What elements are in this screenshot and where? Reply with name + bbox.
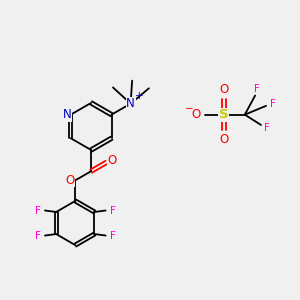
Text: F: F (35, 206, 41, 215)
Text: F: F (254, 84, 260, 94)
Text: O: O (65, 174, 75, 187)
Text: F: F (35, 230, 41, 241)
Text: O: O (219, 133, 228, 146)
Text: N: N (126, 97, 135, 110)
Text: N: N (63, 108, 72, 121)
Text: F: F (110, 230, 116, 241)
Text: O: O (219, 83, 228, 96)
Text: S: S (219, 108, 228, 121)
Text: O: O (107, 154, 116, 167)
Text: −: − (185, 104, 194, 114)
Text: F: F (264, 123, 270, 133)
Text: F: F (110, 206, 116, 215)
Text: F: F (270, 99, 275, 110)
Text: +: + (135, 91, 143, 101)
Text: O: O (191, 108, 200, 121)
